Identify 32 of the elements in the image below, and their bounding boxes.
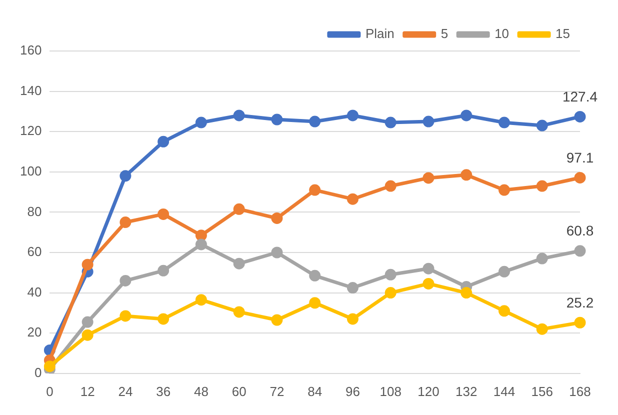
y-tick-label: 120 <box>20 123 42 138</box>
y-tick-label: 0 <box>34 364 42 380</box>
x-tick-label: 84 <box>308 384 322 399</box>
y-tick-label: 160 <box>20 42 42 58</box>
data-label: 25.2 <box>566 294 594 310</box>
x-tick-label: 12 <box>80 384 95 399</box>
x-tick-label: 72 <box>270 384 284 399</box>
y-tick-label: 40 <box>27 284 42 300</box>
x-tick-label: 108 <box>380 384 402 399</box>
y-tick-label: 60 <box>27 244 42 260</box>
legend-label: Plain <box>365 26 394 42</box>
y-tick-label: 20 <box>27 324 42 340</box>
x-tick-label: 120 <box>418 384 440 399</box>
data-label: 60.8 <box>566 222 594 239</box>
x-tick-label: 168 <box>569 384 591 399</box>
x-tick-label: 144 <box>493 384 516 399</box>
legend-label: 5 <box>440 26 448 42</box>
y-tick-label: 140 <box>20 82 42 98</box>
x-tick-label: 132 <box>456 384 478 399</box>
x-tick-label: 36 <box>156 384 171 399</box>
x-tick-label: 60 <box>232 384 246 399</box>
legend-label: 10 <box>494 26 510 42</box>
x-tick-label: 24 <box>118 384 133 399</box>
x-tick-label: 0 <box>46 384 54 399</box>
x-tick-label: 48 <box>194 384 208 399</box>
x-tick-label: 96 <box>345 384 360 399</box>
data-label: 127.4 <box>562 88 598 105</box>
x-tick-label: 156 <box>531 384 553 399</box>
legend-label: 15 <box>556 26 570 42</box>
y-tick-label: 80 <box>27 204 42 219</box>
data-label: 97.1 <box>566 150 594 166</box>
y-tick-label: 100 <box>20 163 42 178</box>
